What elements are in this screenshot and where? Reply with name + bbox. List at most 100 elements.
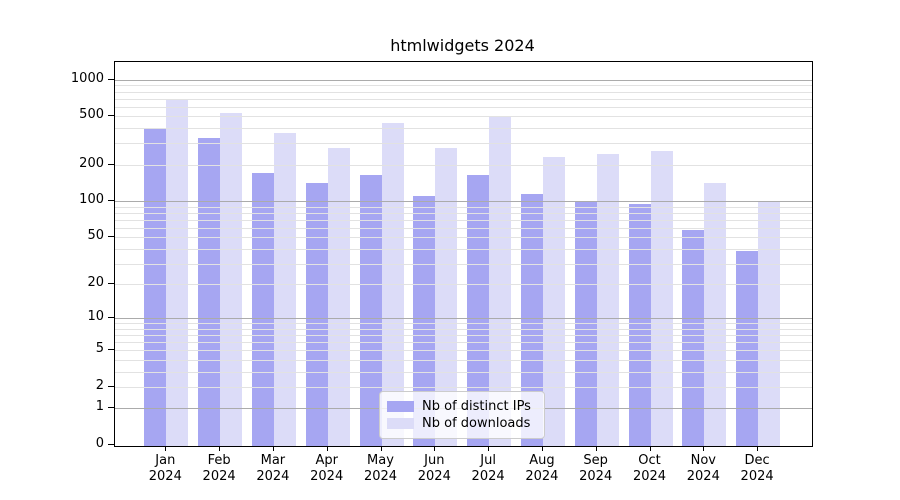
bar — [220, 112, 243, 446]
x-tick-label: Dec 2024 — [740, 453, 774, 484]
x-tick-label: Feb 2024 — [202, 453, 236, 484]
bar — [305, 183, 328, 446]
y-tick-label: 100 — [79, 192, 104, 208]
major-gridline — [115, 201, 812, 203]
x-tick-label: Jul 2024 — [471, 453, 505, 484]
x-axis-tick — [703, 446, 705, 451]
legend-label-downloads: Nb of downloads — [422, 416, 531, 431]
minor-gridline — [115, 116, 812, 118]
x-axis-tick — [380, 446, 382, 451]
bar — [704, 183, 727, 446]
downloads-swatch-icon — [387, 418, 414, 429]
bar — [144, 128, 167, 446]
bar — [489, 115, 512, 446]
x-tick-label: Apr 2024 — [310, 453, 344, 484]
minor-gridline — [115, 164, 812, 166]
x-axis-tick — [272, 446, 274, 451]
minor-gridline — [115, 371, 812, 373]
minor-gridline — [115, 335, 812, 337]
minor-gridline — [115, 248, 812, 250]
legend-label-distinct-ips: Nb of distinct IPs — [422, 399, 531, 414]
minor-gridline — [115, 342, 812, 344]
minor-gridline — [115, 323, 812, 325]
y-axis-tick — [108, 317, 114, 319]
major-gridline — [115, 79, 812, 81]
x-tick-label: Nov 2024 — [686, 453, 720, 484]
y-axis-tick — [108, 200, 114, 202]
x-axis-tick — [757, 446, 759, 451]
x-tick-label: May 2024 — [363, 453, 398, 484]
minor-gridline — [115, 91, 812, 93]
x-axis-tick — [595, 446, 597, 451]
bar — [435, 147, 458, 446]
minor-gridline — [115, 143, 812, 145]
minor-gridline — [115, 128, 812, 130]
x-tick-label: Aug 2024 — [525, 453, 559, 484]
minor-gridline — [115, 85, 812, 87]
y-axis-tick — [108, 115, 114, 117]
plot-area — [114, 61, 813, 447]
x-tick-label: Oct 2024 — [632, 453, 667, 484]
bar — [251, 173, 274, 446]
bar — [413, 196, 436, 446]
y-axis-tick — [108, 283, 114, 285]
y-axis-tick — [108, 349, 114, 351]
legend-item-distinct-ips: Nb of distinct IPs — [387, 398, 535, 415]
minor-gridline — [115, 350, 812, 352]
bar — [542, 157, 565, 446]
bar — [198, 138, 221, 446]
x-axis-tick — [219, 446, 221, 451]
legend: Nb of distinct IPs Nb of downloads — [379, 391, 545, 439]
y-tick-label: 2 — [95, 377, 104, 393]
bar — [166, 99, 189, 446]
x-axis-tick — [165, 446, 167, 451]
x-axis-tick — [649, 446, 651, 451]
y-tick-label: 50 — [87, 228, 104, 244]
bar — [520, 193, 543, 446]
y-tick-label: 20 — [87, 275, 104, 291]
minor-gridline — [115, 359, 812, 361]
bar — [327, 147, 350, 446]
x-axis-tick — [541, 446, 543, 451]
y-axis-tick — [108, 163, 114, 165]
y-axis-tick — [108, 407, 114, 409]
x-tick-label: Jan 2024 — [148, 453, 182, 484]
y-tick-label: 0 — [95, 436, 104, 451]
minor-gridline — [115, 328, 812, 330]
minor-gridline — [115, 98, 812, 100]
x-tick-label: Jun 2024 — [417, 453, 451, 484]
x-axis-tick — [488, 446, 490, 451]
y-axis-tick — [108, 444, 114, 445]
minor-gridline — [115, 212, 812, 214]
bar — [650, 150, 673, 446]
bar — [736, 251, 759, 446]
y-tick-label: 1000 — [70, 70, 104, 86]
minor-gridline — [115, 386, 812, 388]
minor-gridline — [115, 106, 812, 108]
minor-gridline — [115, 206, 812, 208]
minor-gridline — [115, 284, 812, 286]
legend-item-downloads: Nb of downloads — [387, 415, 535, 432]
x-axis-tick — [434, 446, 436, 451]
bar — [596, 154, 619, 446]
x-tick-label: Sep 2024 — [579, 453, 613, 484]
minor-gridline — [115, 219, 812, 221]
minor-gridline — [115, 263, 812, 265]
y-tick-label: 500 — [79, 107, 104, 123]
y-axis-tick — [108, 78, 114, 80]
bar — [628, 203, 651, 446]
y-tick-label: 5 — [95, 341, 104, 357]
y-axis-tick — [108, 385, 114, 387]
y-tick-label: 10 — [87, 309, 104, 325]
y-tick-label: 200 — [79, 155, 104, 171]
major-gridline — [115, 318, 812, 320]
minor-gridline — [115, 227, 812, 229]
chart-title: htmlwidgets 2024 — [390, 36, 535, 55]
x-tick-label: Mar 2024 — [256, 453, 290, 484]
y-axis-tick — [108, 236, 114, 238]
bar — [359, 174, 382, 446]
x-axis-tick — [326, 446, 328, 451]
bar — [273, 133, 296, 446]
y-tick-label: 1 — [95, 399, 104, 415]
